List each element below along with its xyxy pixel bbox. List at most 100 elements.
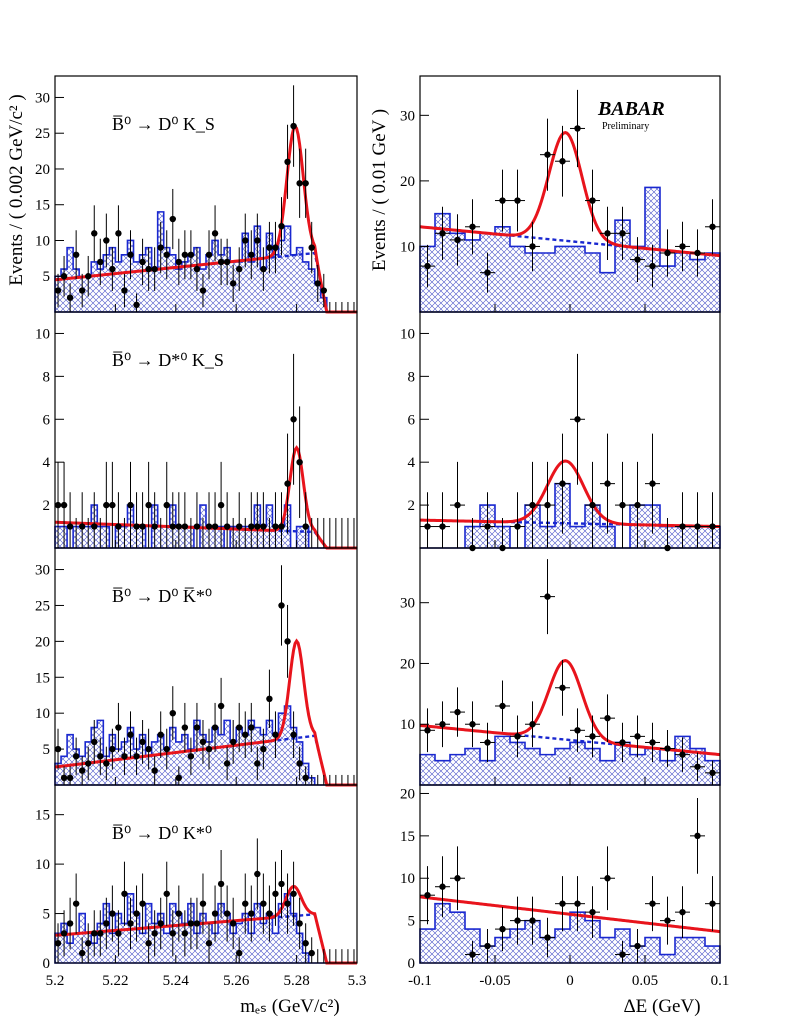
y-tick-label: 10 — [35, 233, 50, 249]
data-point — [544, 151, 551, 158]
y-tick-label: 5 — [408, 914, 416, 930]
data-point — [266, 244, 273, 251]
x-tick-label: 5.2 — [46, 973, 65, 989]
y-tick-label: 10 — [35, 857, 50, 873]
data-point — [649, 262, 656, 270]
data-point — [574, 125, 581, 132]
data-point — [272, 731, 279, 738]
data-point — [217, 501, 225, 509]
data-point — [248, 251, 255, 258]
data-point — [163, 501, 170, 509]
data-point — [103, 501, 110, 509]
y-tick-label: 10 — [400, 326, 415, 342]
data-point — [514, 523, 521, 530]
x-axis-label-right: ΔE (GeV) — [623, 996, 700, 1017]
data-point — [634, 501, 641, 509]
data-point — [634, 733, 641, 740]
data-point — [229, 738, 237, 746]
x-tick-label: 5.3 — [348, 973, 367, 989]
data-point — [139, 900, 146, 907]
data-point — [619, 951, 626, 958]
data-point — [664, 249, 671, 257]
y-tick-label: 20 — [400, 656, 415, 672]
data-point — [694, 832, 701, 840]
data-point — [54, 940, 62, 947]
decay-label: B̅⁰ → D⁰ K_S — [112, 114, 215, 134]
data-point — [248, 910, 255, 917]
data-point — [290, 122, 297, 130]
data-point — [278, 222, 285, 230]
y-tick-label: 5 — [43, 742, 51, 758]
data-point — [66, 920, 74, 927]
data-point — [157, 731, 164, 738]
data-point — [236, 724, 243, 731]
data-point — [589, 908, 596, 916]
data-point — [589, 197, 596, 204]
data-point — [187, 753, 195, 760]
data-point — [499, 925, 506, 933]
data-point — [514, 733, 521, 740]
data-point — [121, 287, 128, 294]
data-point — [514, 917, 521, 924]
data-point — [272, 244, 279, 251]
data-point — [439, 721, 446, 728]
data-point — [544, 593, 551, 600]
total-fit-line — [419, 131, 721, 258]
data-point — [133, 753, 140, 760]
data-point — [454, 708, 461, 716]
x-tick-label: 5.28 — [283, 973, 309, 989]
y-tick-label: 30 — [400, 108, 415, 124]
data-point — [469, 951, 476, 958]
data-point — [133, 910, 140, 917]
data-point — [296, 920, 303, 927]
data-point — [199, 900, 207, 907]
data-point — [109, 745, 116, 753]
total-fit-line — [419, 459, 721, 529]
panel-dE-1: 2 4 6 8 10 — [400, 311, 721, 552]
data-point — [205, 251, 213, 258]
x-tick-label: 5.22 — [102, 973, 128, 989]
data-point — [66, 523, 74, 530]
data-point — [127, 920, 134, 927]
y-tick-label: 30 — [400, 596, 415, 612]
data-point — [284, 900, 291, 907]
data-point — [91, 930, 98, 937]
data-point — [454, 875, 461, 882]
data-point — [163, 745, 170, 753]
data-point — [679, 523, 686, 530]
data-point — [97, 753, 104, 760]
data-point — [574, 416, 581, 423]
data-point — [103, 237, 110, 244]
data-point — [139, 523, 146, 530]
data-point — [97, 930, 104, 937]
data-point — [169, 709, 176, 717]
y-tick-label: 4 — [408, 455, 416, 471]
y-tick-label: 0 — [43, 956, 51, 972]
data-point — [223, 760, 231, 767]
data-point — [290, 890, 297, 897]
data-point — [314, 280, 321, 287]
y-tick-label: 25 — [35, 126, 50, 142]
data-point — [589, 501, 596, 509]
data-point — [254, 237, 261, 244]
y-tick-label: 6 — [408, 412, 416, 428]
histogram — [420, 482, 721, 549]
data-point — [169, 215, 176, 223]
data-point — [85, 760, 92, 767]
data-point — [85, 940, 92, 947]
data-point — [709, 223, 716, 230]
data-point — [709, 900, 716, 907]
data-point — [115, 523, 122, 530]
data-point — [60, 501, 68, 509]
data-point — [139, 738, 146, 746]
data-point — [139, 258, 146, 266]
data-point — [97, 258, 104, 266]
data-point — [133, 523, 140, 530]
data-point — [78, 287, 86, 294]
decay-label: B̅⁰ → D*⁰ K_S — [112, 350, 224, 370]
data-point — [157, 244, 164, 251]
data-point — [248, 523, 255, 530]
data-point — [151, 523, 158, 530]
data-point — [181, 523, 189, 530]
data-point — [223, 910, 231, 917]
